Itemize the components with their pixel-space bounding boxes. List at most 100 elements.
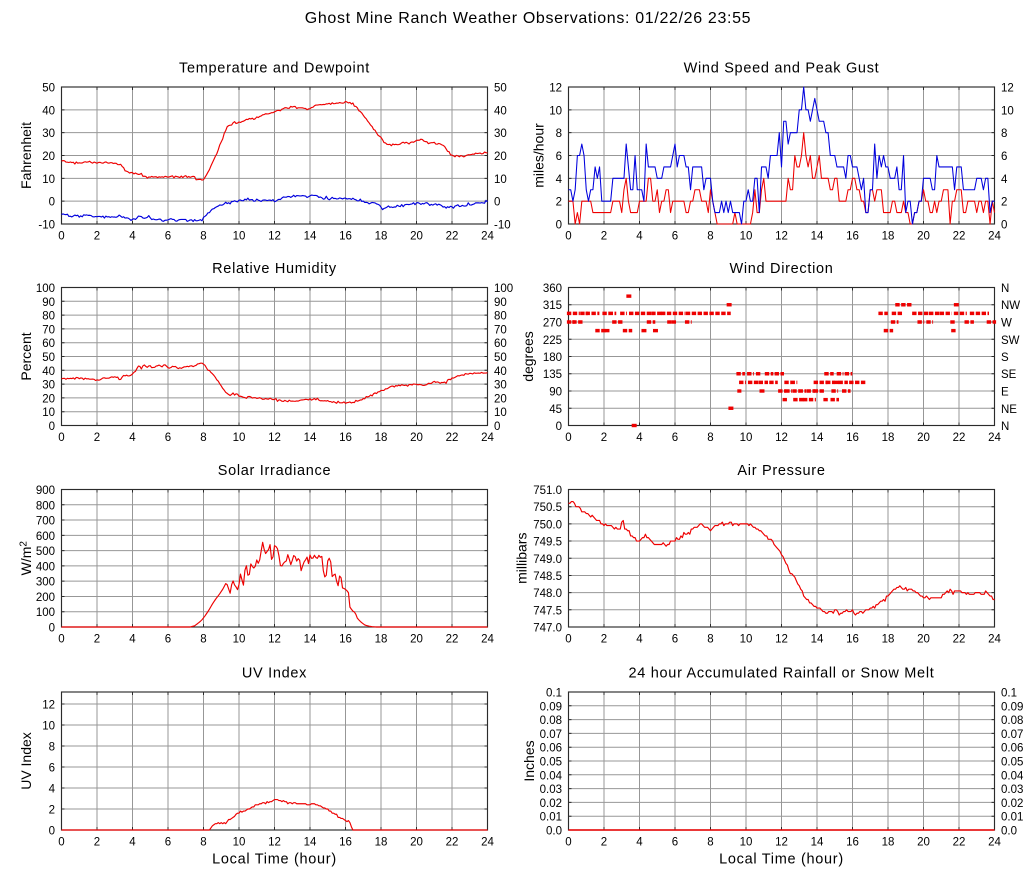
svg-text:4: 4	[1001, 174, 1008, 186]
svg-text:16: 16	[846, 231, 859, 243]
svg-text:8: 8	[200, 231, 206, 243]
svg-text:0.09: 0.09	[1001, 701, 1023, 713]
svg-text:30: 30	[494, 380, 507, 392]
svg-text:16: 16	[846, 432, 859, 444]
svg-text:14: 14	[811, 837, 824, 849]
svg-text:8: 8	[707, 231, 713, 243]
svg-text:18: 18	[375, 432, 388, 444]
svg-text:Wind Direction: Wind Direction	[729, 261, 833, 277]
svg-text:Inches: Inches	[521, 740, 537, 781]
svg-text:6: 6	[1001, 151, 1007, 163]
svg-text:22: 22	[446, 837, 459, 849]
svg-text:747.0: 747.0	[533, 623, 562, 635]
svg-text:45: 45	[549, 404, 562, 416]
svg-text:0: 0	[58, 231, 64, 243]
svg-text:20: 20	[410, 634, 423, 646]
svg-text:8: 8	[49, 742, 55, 754]
svg-text:-10: -10	[38, 220, 55, 232]
svg-text:360: 360	[543, 283, 562, 295]
svg-text:0.1: 0.1	[1001, 688, 1017, 700]
svg-text:2: 2	[601, 837, 607, 849]
svg-text:100: 100	[494, 283, 513, 295]
svg-text:200: 200	[36, 592, 55, 604]
svg-text:8: 8	[707, 634, 713, 646]
svg-text:0.06: 0.06	[540, 743, 562, 755]
svg-text:2: 2	[94, 432, 100, 444]
svg-text:8: 8	[200, 432, 206, 444]
svg-text:0.1: 0.1	[546, 688, 562, 700]
svg-text:Ghost Mine Ranch Weather Obser: Ghost Mine Ranch Weather Observations: 0…	[305, 10, 751, 27]
svg-text:0.09: 0.09	[540, 701, 562, 713]
svg-text:16: 16	[339, 231, 352, 243]
svg-text:24: 24	[481, 432, 494, 444]
svg-text:Solar Irradiance: Solar Irradiance	[218, 463, 332, 479]
svg-text:14: 14	[304, 231, 317, 243]
svg-text:80: 80	[42, 311, 55, 323]
svg-text:0.01: 0.01	[540, 812, 562, 824]
svg-text:4: 4	[636, 634, 643, 646]
svg-text:0.07: 0.07	[1001, 729, 1023, 741]
svg-text:Wind Speed and Peak Gust: Wind Speed and Peak Gust	[684, 61, 880, 77]
svg-text:90: 90	[494, 297, 507, 309]
svg-text:50: 50	[42, 83, 55, 95]
svg-text:80: 80	[494, 311, 507, 323]
svg-text:4: 4	[636, 837, 643, 849]
svg-text:40: 40	[42, 105, 55, 117]
svg-text:Fahrenheit: Fahrenheit	[18, 122, 34, 189]
svg-text:W/m2: W/m2	[18, 541, 34, 576]
svg-text:2: 2	[601, 231, 607, 243]
svg-text:10: 10	[740, 432, 753, 444]
svg-text:24: 24	[481, 231, 494, 243]
svg-text:0: 0	[58, 432, 64, 444]
svg-text:24: 24	[988, 231, 1001, 243]
svg-text:4: 4	[129, 837, 136, 849]
svg-text:40: 40	[42, 366, 55, 378]
svg-text:16: 16	[339, 432, 352, 444]
svg-text:N: N	[1001, 421, 1009, 433]
svg-text:0: 0	[49, 623, 55, 635]
svg-text:20: 20	[917, 837, 930, 849]
svg-text:Local Time (hour): Local Time (hour)	[212, 852, 337, 868]
svg-text:22: 22	[446, 634, 459, 646]
svg-text:6: 6	[165, 432, 171, 444]
svg-text:900: 900	[36, 485, 55, 497]
svg-text:12: 12	[775, 837, 788, 849]
svg-text:12: 12	[775, 432, 788, 444]
svg-text:10: 10	[494, 407, 507, 419]
svg-text:14: 14	[811, 432, 824, 444]
svg-text:12: 12	[268, 634, 281, 646]
svg-text:750.0: 750.0	[533, 519, 562, 531]
svg-text:8: 8	[200, 837, 206, 849]
svg-text:8: 8	[1001, 128, 1007, 140]
svg-text:24: 24	[988, 432, 1001, 444]
svg-text:22: 22	[953, 634, 966, 646]
svg-text:16: 16	[846, 837, 859, 849]
svg-text:16: 16	[846, 634, 859, 646]
svg-text:6: 6	[165, 837, 171, 849]
svg-text:0: 0	[58, 837, 64, 849]
svg-text:12: 12	[1001, 83, 1014, 95]
svg-text:22: 22	[953, 231, 966, 243]
svg-text:2: 2	[94, 634, 100, 646]
svg-text:24: 24	[481, 837, 494, 849]
svg-text:NE: NE	[1001, 404, 1017, 416]
svg-text:4: 4	[49, 784, 56, 796]
svg-text:50: 50	[42, 352, 55, 364]
svg-text:UV Index: UV Index	[242, 666, 307, 682]
svg-text:20: 20	[494, 151, 507, 163]
svg-text:0.01: 0.01	[1001, 812, 1023, 824]
svg-text:0.04: 0.04	[1001, 770, 1024, 782]
svg-text:180: 180	[543, 352, 562, 364]
svg-text:0: 0	[494, 197, 500, 209]
svg-text:N: N	[1001, 283, 1009, 295]
svg-text:Local Time (hour): Local Time (hour)	[719, 852, 844, 868]
svg-text:10: 10	[494, 174, 507, 186]
svg-text:4: 4	[636, 231, 643, 243]
svg-text:20: 20	[42, 151, 55, 163]
svg-text:0: 0	[556, 421, 562, 433]
svg-text:90: 90	[42, 297, 55, 309]
svg-text:100: 100	[36, 607, 55, 619]
svg-text:Percent: Percent	[18, 332, 34, 380]
svg-text:749.0: 749.0	[533, 554, 562, 566]
svg-text:4: 4	[556, 174, 563, 186]
